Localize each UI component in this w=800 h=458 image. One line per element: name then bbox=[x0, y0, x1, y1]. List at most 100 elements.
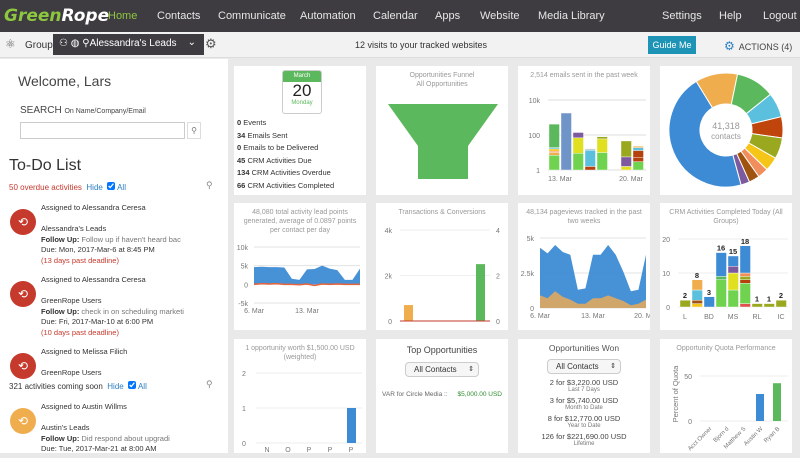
soon-all-checkbox[interactable] bbox=[128, 381, 137, 389]
nav-media-library[interactable]: Media Library bbox=[538, 10, 605, 22]
won-main: 8 for $12,770.00 USD bbox=[547, 414, 621, 423]
greenrope-logo[interactable]: GreenRope bbox=[4, 6, 110, 26]
pageviews-card: 48,134 pageviews tracked in the past two… bbox=[518, 203, 659, 330]
y-tick-label: 0 bbox=[242, 441, 246, 448]
soon-search-icon[interactable]: ⚲ bbox=[206, 379, 213, 389]
handshake-icon: ⟲ bbox=[10, 353, 36, 379]
bar-segment bbox=[620, 140, 632, 158]
todo-item[interactable]: ⟲ Assigned to Alessandra Ceresa Alessandr… bbox=[8, 203, 223, 273]
todo-item-soon[interactable]: ⟲ Assigned to Austin Willms Austin's Lea… bbox=[8, 402, 223, 453]
todo-followup-label: Follow Up: bbox=[41, 306, 80, 316]
overdue-all-checkbox[interactable] bbox=[107, 182, 116, 190]
visits-status[interactable]: 12 visits to your tracked websites bbox=[355, 40, 488, 50]
data-label: 2 bbox=[683, 291, 687, 300]
todo-item[interactable]: ⟲ Assigned to Alessandra Ceresa GreenRope… bbox=[8, 275, 223, 345]
network-icon[interactable]: ⚛ bbox=[5, 37, 16, 51]
summary-line[interactable]: 66 CRM Activities Completed bbox=[237, 180, 334, 193]
bar-segment bbox=[632, 145, 644, 148]
bar-segment bbox=[596, 152, 608, 171]
nav-help[interactable]: Help bbox=[719, 10, 742, 22]
search-input[interactable] bbox=[20, 122, 185, 139]
top-opps-title: Top Opportunities bbox=[406, 345, 478, 355]
data-label: 18 bbox=[741, 237, 749, 246]
group-value: Alessandra's Leads bbox=[89, 38, 177, 49]
summary-line[interactable]: 34 Emails Sent bbox=[237, 130, 334, 143]
gear-icon[interactable]: ⚙ bbox=[205, 36, 217, 51]
area-series bbox=[540, 291, 646, 308]
group-label: Group: bbox=[25, 40, 56, 51]
donut-slice bbox=[668, 80, 742, 188]
y-axis-label: Percent of Quota bbox=[671, 365, 680, 423]
nav-calendar[interactable]: Calendar bbox=[373, 10, 418, 22]
chart-title: 48,080 total activity lead points genera… bbox=[243, 209, 357, 234]
summary-line[interactable]: 45 CRM Activities Due bbox=[237, 155, 334, 168]
bar-segment bbox=[703, 296, 715, 308]
top-opps-select[interactable]: All Contacts bbox=[405, 362, 479, 377]
opp-name: VAR for Circle Media :: bbox=[382, 391, 448, 398]
nav-communicate[interactable]: Communicate bbox=[218, 10, 286, 22]
lead-points-card: 48,080 total activity lead points genera… bbox=[234, 203, 366, 330]
nav-automation[interactable]: Automation bbox=[300, 10, 356, 22]
y-tick-label: 2 bbox=[242, 371, 246, 378]
chart-subtitle: All Opportunities bbox=[416, 81, 468, 88]
todo-assigned: Assigned to Melissa Filich bbox=[41, 347, 128, 356]
y-tick-label: 1 bbox=[242, 406, 246, 413]
opp-value: $5,000.00 USD bbox=[457, 391, 502, 398]
nav-contacts[interactable]: Contacts bbox=[157, 10, 201, 22]
opportunities-won-card: Opportunities Won All Contacts 2 for $3,… bbox=[518, 339, 650, 453]
bar-segment bbox=[584, 166, 596, 171]
crm-activities-card: CRM Activities Completed Today (All Grou… bbox=[660, 203, 792, 330]
todo-due: Due: Tue, 2017-Mar-21 at 8:00 AM bbox=[41, 444, 157, 453]
bar-segment bbox=[572, 132, 584, 139]
bar bbox=[773, 383, 781, 421]
group-select[interactable]: ⚇ ◍ ⚲Alessandra's Leads ⌄ bbox=[53, 34, 204, 55]
opps-won-select[interactable]: All Contacts bbox=[547, 359, 621, 374]
y-tick-label: 0 bbox=[688, 419, 692, 426]
handshake-icon: ⟲ bbox=[10, 281, 36, 307]
x-tick-label: Acct Owner bbox=[687, 426, 713, 452]
bar-segment bbox=[620, 166, 632, 171]
summary-count: 134 bbox=[237, 168, 250, 177]
x-tick-label: RL bbox=[753, 314, 762, 321]
summary-line[interactable]: 0 Events bbox=[237, 117, 334, 130]
y-tick-label-left: 4k bbox=[385, 228, 393, 235]
top-opps-row[interactable]: VAR for Circle Media :: $5,000.00 USD bbox=[376, 391, 508, 398]
summary-count: 34 bbox=[237, 130, 246, 140]
x-tick-label: P bbox=[307, 447, 312, 453]
overdue-hide-link[interactable]: Hide bbox=[86, 183, 103, 192]
summary-line[interactable]: 0 Emails to be Delivered bbox=[237, 142, 334, 155]
y-tick-label: 1 bbox=[536, 168, 540, 175]
search-button[interactable]: ⚲ bbox=[187, 122, 201, 139]
group-icons: ⚇ ◍ ⚲ bbox=[59, 38, 90, 49]
x-tick-label: 20. Mar bbox=[634, 313, 650, 320]
todo-due: Due: Mon, 2017-Mar-6 at 8:45 PM bbox=[41, 245, 155, 254]
todo-item[interactable]: ⟲ Assigned to Melissa Filich GreenRope Us… bbox=[8, 347, 223, 417]
won-row: 2 for $3,220.00 USD Last 7 Days bbox=[518, 378, 650, 393]
x-tick-label: 13. Mar bbox=[295, 308, 319, 315]
bar-segment bbox=[739, 276, 751, 281]
nav-apps[interactable]: Apps bbox=[435, 10, 461, 22]
overdue-search-icon[interactable]: ⚲ bbox=[206, 180, 213, 190]
nav-home[interactable]: Home bbox=[108, 10, 138, 22]
summary-count: 45 bbox=[237, 155, 246, 165]
bar-segment bbox=[620, 156, 632, 167]
soon-hide-link[interactable]: Hide bbox=[107, 382, 124, 391]
guide-me-button[interactable]: Guide Me bbox=[648, 36, 696, 54]
todo-followup-label: Follow Up: bbox=[41, 433, 80, 443]
y-tick-label: -5k bbox=[238, 301, 248, 308]
summary-count: 66 bbox=[237, 180, 246, 190]
nav-settings[interactable]: Settings bbox=[662, 10, 702, 22]
bar-segment bbox=[727, 289, 739, 308]
area-series bbox=[254, 265, 360, 285]
bar-segment bbox=[632, 147, 644, 151]
welcome-text: Welcome, Lars bbox=[18, 73, 112, 89]
nav-website[interactable]: Website bbox=[480, 10, 520, 22]
data-label: 1 bbox=[755, 295, 759, 304]
summary-line[interactable]: 134 CRM Activities Overdue bbox=[237, 167, 334, 180]
nav-logout[interactable]: Logout bbox=[763, 10, 797, 22]
won-main: 3 for $5,740.00 USD bbox=[549, 396, 619, 405]
actions-button[interactable]: ⚙ ACTIONS (4) bbox=[724, 39, 792, 53]
bar-segment bbox=[596, 138, 608, 153]
data-label: 3 bbox=[707, 288, 711, 297]
bar-segment bbox=[775, 299, 787, 308]
